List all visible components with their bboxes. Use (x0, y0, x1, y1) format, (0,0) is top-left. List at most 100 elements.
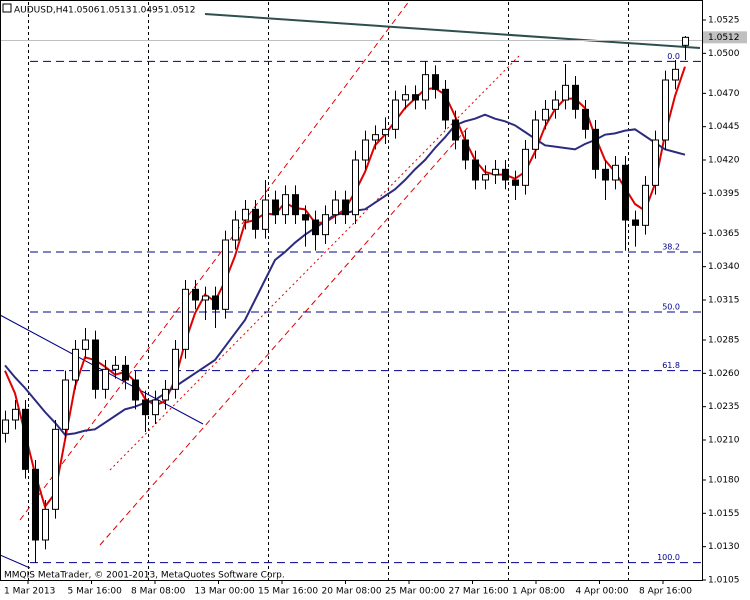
candle-body (282, 194, 289, 216)
candle-body (582, 108, 589, 130)
x-tick-label: 15 Mar 16:00 (258, 587, 318, 597)
y-tick-label: 1.0105 (708, 576, 740, 586)
candle-body (562, 84, 569, 101)
candle-body (202, 295, 209, 301)
candle-body (62, 379, 69, 430)
y-tick-label: 1.0365 (708, 229, 740, 239)
x-tick-label: 8 Mar 08:00 (131, 587, 186, 597)
candle-body (272, 199, 279, 216)
candle-body (72, 348, 79, 381)
candle-body (682, 36, 689, 46)
y-tick-label: 1.0155 (708, 509, 740, 519)
header-close: 1.0512 (164, 6, 196, 16)
candle-body (92, 339, 99, 390)
candle-body (162, 388, 169, 401)
fib-label: 50.0 (662, 303, 680, 312)
candle-body (482, 174, 489, 181)
y-tick-label: 1.0525 (708, 16, 740, 26)
candle-body (552, 99, 559, 110)
candle-body (102, 368, 109, 390)
candle-body (432, 74, 439, 90)
x-tick-label: 1 Mar 2013 (4, 587, 55, 597)
candle-body (122, 364, 129, 381)
candle-body (52, 428, 59, 510)
y-tick-label: 1.0315 (708, 296, 740, 306)
fib-label: 100.0 (657, 553, 680, 562)
y-tick-label: 1.0210 (708, 436, 740, 446)
candle-body (132, 379, 139, 401)
trend-line (204, 13, 701, 49)
candle-body (222, 239, 229, 310)
x-tick-label: 8 Apr 16:00 (639, 587, 692, 597)
candle-body (392, 99, 399, 130)
candle-body (242, 208, 249, 221)
y-tick-label: 1.0130 (708, 542, 740, 552)
candle-body (252, 208, 259, 230)
candle-body (632, 219, 639, 226)
header: AUDUSD,H4 1.0506 1.0513 1.0495 1.0512 (2, 3, 196, 16)
x-axis: 1 Mar 2013 5 Mar 16:00 8 Mar 08:00 13 Mar 0… (4, 580, 692, 597)
channel-line (109, 54, 521, 471)
candle-body (152, 399, 159, 416)
candle-body (402, 94, 409, 101)
candle-body (332, 199, 339, 216)
candle-body (462, 139, 469, 161)
candle-body (422, 74, 429, 101)
candle-body (512, 179, 519, 186)
candle-body (472, 159, 479, 181)
drawings (0, 0, 702, 569)
fib-label: 0.0 (667, 52, 680, 61)
fib-label: 61.8 (662, 361, 680, 370)
y-tick-label: 1.0420 (708, 156, 740, 166)
candle-body (522, 148, 529, 186)
x-tick-label: 25 Mar 00:00 (385, 587, 445, 597)
candle-body (572, 84, 579, 110)
candle-body (212, 295, 219, 310)
candle-body (342, 199, 349, 216)
candle-body (182, 288, 189, 350)
y-tick-label: 1.0260 (708, 369, 740, 379)
candle-body (322, 214, 329, 236)
candle-body (382, 128, 389, 136)
candle-body (232, 219, 239, 241)
trend-line (0, 314, 204, 425)
candle-body (292, 194, 299, 216)
y-tick-label: 1.0470 (708, 89, 740, 99)
candle-body (532, 119, 539, 150)
x-tick-label: 1 Apr 08:00 (512, 587, 565, 597)
candle-body (362, 139, 369, 161)
symbol-icon (2, 3, 12, 13)
fib-label: 38.2 (662, 243, 680, 252)
candle-body (142, 399, 149, 416)
candle-body (492, 168, 499, 176)
candle-body (612, 164, 619, 181)
price-label-box (703, 31, 747, 44)
candle-body (2, 419, 9, 434)
candle-body (352, 159, 359, 216)
y-tick-label: 1.0180 (708, 476, 740, 486)
candle-body (452, 119, 459, 141)
channel-line (99, 124, 471, 546)
x-tick-label: 20 Mar 08:00 (322, 587, 382, 597)
candle-body (592, 128, 599, 170)
candle-body (262, 199, 269, 230)
y-tick-label: 1.0340 (708, 262, 740, 272)
x-tick-label: 5 Mar 16:00 (68, 587, 123, 597)
y-tick-label: 1.0500 (708, 49, 740, 59)
candle-body (312, 219, 319, 236)
candle-body (602, 168, 609, 181)
candle-body (622, 164, 629, 221)
x-tick-label: 13 Mar 00:00 (195, 587, 255, 597)
candle-body (22, 408, 29, 470)
x-tick-label: 27 Mar 16:00 (449, 587, 509, 597)
period-separators (28, 2, 629, 580)
y-tick-label: 1.0235 (708, 402, 740, 412)
footer: MMQIS MetaTrader, © 2001-2013, MetaQuote… (4, 571, 285, 581)
candle-body (32, 468, 39, 541)
y-axis: 1.0525 1.0500 1.0470 1.0445 1.0420 1.0395 1.03… (702, 16, 747, 586)
candle-body (652, 139, 659, 186)
candle-body (82, 339, 89, 350)
candle-body (502, 168, 509, 181)
